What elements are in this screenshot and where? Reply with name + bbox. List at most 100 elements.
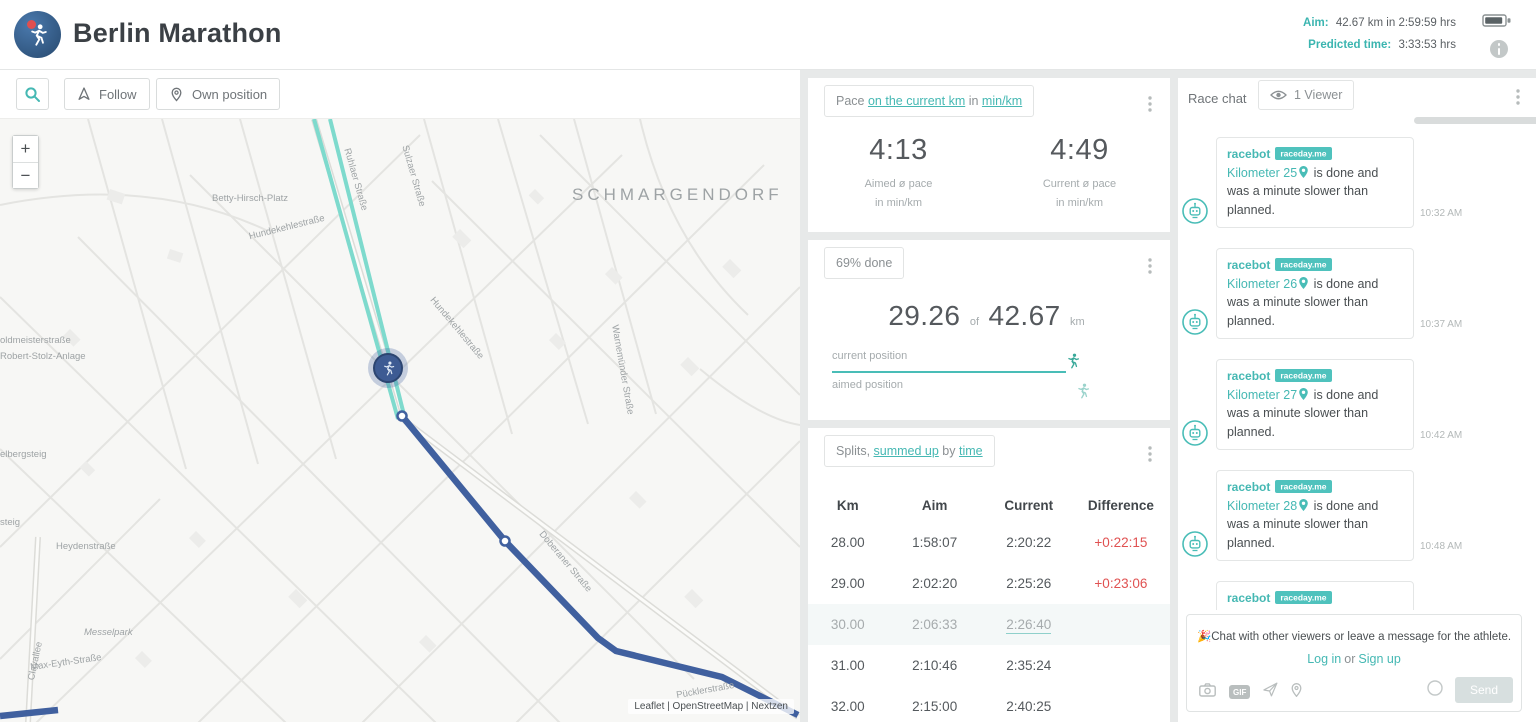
kilometer-link[interactable]: Kilometer 28 xyxy=(1227,498,1298,513)
route-waypoint xyxy=(396,410,408,422)
chat-bubble: racebot raceday.me Kilometer 27 is done a… xyxy=(1216,358,1414,450)
own-position-label: Own position xyxy=(192,86,268,102)
route-remaining-line xyxy=(0,413,800,720)
send-button[interactable]: Send xyxy=(1454,677,1513,703)
zoom-in-button[interactable]: + xyxy=(13,136,38,162)
own-position-button[interactable]: Own position xyxy=(156,78,281,110)
location-pin-icon xyxy=(1299,276,1308,295)
camera-icon[interactable] xyxy=(1199,682,1216,702)
kilometer-link[interactable]: Kilometer 29 xyxy=(1227,610,1297,611)
aimed-pace-unit: in min/km xyxy=(874,197,923,209)
aimed-pace-label: Aimed ø pace xyxy=(864,178,933,190)
race-summary: Aim: 42.67 km in 2:59:59 hrs Predicted t… xyxy=(1303,16,1456,60)
pace-scope-link[interactable]: on the current km xyxy=(867,94,966,108)
splits-title-prefix: Splits, xyxy=(836,444,874,458)
map-attribution[interactable]: Leaflet | OpenStreetMap | Nextzen xyxy=(628,699,794,714)
chat-menu-button[interactable] xyxy=(1508,87,1528,107)
cell-aim: 1:58:07 xyxy=(912,535,958,550)
message-text: is done and was a minute slower than pla… xyxy=(1227,498,1379,551)
search-button[interactable] xyxy=(16,78,49,110)
zoom-out-button[interactable]: − xyxy=(13,162,38,188)
distance-done: 29.26 xyxy=(888,300,961,331)
predicted-line: Predicted time: 3:33:53 hrs xyxy=(1303,38,1456,53)
kilometer-link[interactable]: Kilometer 27 xyxy=(1227,387,1298,402)
eye-icon xyxy=(1270,90,1287,100)
table-row-current-km[interactable]: 30.00 2:06:33 2:26:40 xyxy=(808,604,1170,645)
distance-of: of xyxy=(969,316,980,328)
pace-card-menu-button[interactable] xyxy=(1140,94,1160,114)
splits-mode-link[interactable]: summed up xyxy=(873,444,939,458)
splits-unit-link[interactable]: time xyxy=(958,444,983,458)
cell-current: 2:40:25 xyxy=(1006,699,1052,714)
progress-card: 69% done 29.26 of 42.67 km current posit… xyxy=(808,240,1170,420)
app-header: Berlin Marathon Aim: 42.67 km in 2:59:59… xyxy=(0,0,1536,70)
send-plane-icon[interactable] xyxy=(1263,682,1278,702)
table-row[interactable]: 28.00 1:58:07 2:20:22 +0:22:15 xyxy=(808,522,1170,563)
location-pin-icon xyxy=(1299,165,1308,184)
signup-link[interactable]: Sign up xyxy=(1358,652,1401,666)
login-link[interactable]: Log in xyxy=(1307,652,1342,666)
attachment-toolbar: GIF xyxy=(1199,682,1302,702)
cell-difference: +0:23:06 xyxy=(1094,576,1148,591)
own-position-icon xyxy=(171,87,182,101)
table-row[interactable]: 29.00 2:02:20 2:25:26 +0:23:06 xyxy=(808,563,1170,604)
emoji-picker-icon[interactable] xyxy=(1427,679,1443,701)
table-row[interactable]: 32.00 2:15:00 2:40:25 xyxy=(808,686,1170,722)
splits-card-menu-button[interactable] xyxy=(1140,444,1160,464)
message-username: racebot xyxy=(1227,590,1271,605)
street-label: elbergsteig xyxy=(0,449,47,460)
chat-scrollbar[interactable] xyxy=(1414,117,1536,124)
pace-unit-link[interactable]: min/km xyxy=(981,94,1023,108)
kebab-icon xyxy=(1148,258,1152,274)
kebab-icon xyxy=(1516,89,1520,105)
current-position-track xyxy=(832,371,1066,373)
chat-message-list[interactable]: minute slower than planned. 10:27 AM rac… xyxy=(1178,126,1536,610)
map-canvas[interactable]: SCHMARGENDORF Betty-Hirsch-Platz Hundeke… xyxy=(0,118,800,722)
splits-title-joiner: by xyxy=(938,444,959,458)
cell-km: 32.00 xyxy=(830,699,865,714)
chat-bubble: racebot raceday.me Kilometer 29 is done a… xyxy=(1216,580,1414,611)
progress-card-menu-button[interactable] xyxy=(1140,256,1160,276)
kebab-icon xyxy=(1148,96,1152,112)
chat-title: Race chat xyxy=(1188,91,1247,106)
racedayme-badge: raceday.me xyxy=(1275,369,1332,383)
info-icon[interactable] xyxy=(1490,40,1508,58)
kilometer-link[interactable]: Kilometer 25 xyxy=(1227,165,1298,180)
athlete-avatar xyxy=(373,353,403,383)
predicted-label: Predicted time: xyxy=(1308,39,1392,51)
map-panel: Follow Own position xyxy=(0,70,800,722)
gif-button[interactable]: GIF xyxy=(1229,685,1251,699)
athlete-position-marker[interactable] xyxy=(368,348,408,388)
chat-bubble: racebot raceday.me Kilometer 26 is done a… xyxy=(1216,247,1414,339)
district-label: SCHMARGENDORF xyxy=(572,185,783,204)
message-username: racebot xyxy=(1227,479,1271,494)
follow-button[interactable]: Follow xyxy=(64,78,150,110)
current-pace-block: 4:49 Current ø pace in min/km xyxy=(989,134,1170,209)
cell-aim: 2:15:00 xyxy=(912,699,958,714)
chat-auth-links: Log in or Sign up xyxy=(1187,652,1521,666)
kilometer-link[interactable]: Kilometer 26 xyxy=(1227,276,1298,291)
col-aim: Aim xyxy=(921,497,948,513)
chat-message: racebot raceday.me Kilometer 26 is done a… xyxy=(1182,247,1528,339)
race-chat-panel: Race chat 1 Viewer xyxy=(1178,78,1536,722)
cell-current: 2:20:22 xyxy=(1006,535,1052,550)
cell-km: 30.00 xyxy=(830,617,865,632)
follow-label: Follow xyxy=(99,86,137,102)
share-location-icon[interactable] xyxy=(1291,682,1302,702)
racedayme-badge: raceday.me xyxy=(1275,591,1332,605)
racedayme-badge: raceday.me xyxy=(1275,480,1332,494)
table-row[interactable]: 31.00 2:10:46 2:35:24 xyxy=(808,645,1170,686)
cell-km: 31.00 xyxy=(830,658,865,673)
splits-header-row: Km Aim Current Difference xyxy=(808,488,1170,522)
chat-login-prompt: 🎉Chat with other viewers or leave a mess… xyxy=(1196,631,1512,643)
current-pace-value: 4:49 xyxy=(1050,134,1109,166)
event-logo[interactable] xyxy=(14,11,61,58)
current-position-runner-icon xyxy=(1064,352,1082,375)
cell-current: 2:25:26 xyxy=(1006,576,1052,591)
pace-title-prefix: Pace xyxy=(836,94,868,108)
location-pin-icon xyxy=(1299,387,1308,406)
message-text: is done and was a minute slower than pla… xyxy=(1227,276,1379,329)
message-username: racebot xyxy=(1227,368,1271,383)
viewer-count-button[interactable]: 1 Viewer xyxy=(1258,80,1355,110)
cell-aim: 2:02:20 xyxy=(912,576,958,591)
